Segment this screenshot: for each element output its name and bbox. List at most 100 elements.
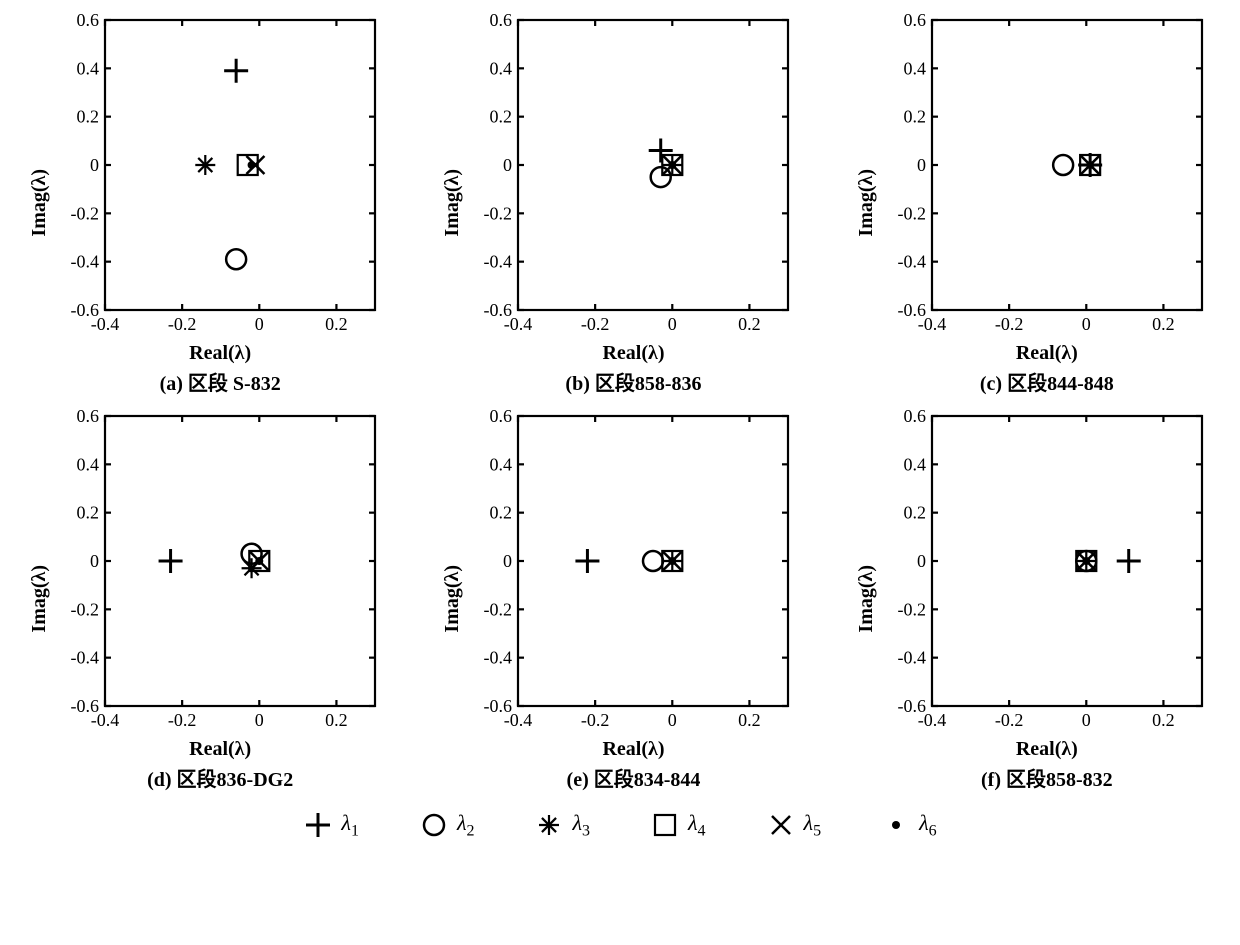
svg-text:-0.4: -0.4: [71, 648, 100, 668]
svg-text:-0.4: -0.4: [484, 648, 513, 668]
subplot-c: Imag(λ)-0.4-0.200.2-0.6-0.4-0.200.20.40.…: [837, 10, 1230, 396]
dot-icon: [881, 810, 911, 840]
svg-text:-0.2: -0.2: [581, 710, 610, 730]
legend-item-square: λ4: [650, 810, 706, 840]
svg-text:0.2: 0.2: [903, 107, 926, 127]
svg-text:-0.2: -0.2: [897, 203, 926, 223]
circle-icon: [419, 810, 449, 840]
x-axis-label: Real(λ): [189, 738, 251, 761]
svg-text:0.6: 0.6: [903, 10, 926, 30]
x-axis-label: Real(λ): [189, 342, 251, 365]
legend-item-star: λ3: [534, 810, 590, 840]
svg-text:-0.2: -0.2: [484, 203, 513, 223]
legend-label: λ3: [572, 810, 590, 840]
svg-text:-0.2: -0.2: [71, 599, 100, 619]
svg-text:0.4: 0.4: [490, 454, 513, 474]
svg-text:0.4: 0.4: [490, 58, 513, 78]
subplot-caption: (d) 区段836-DG2: [147, 763, 293, 792]
svg-text:0: 0: [255, 314, 264, 334]
subplot-grid: Imag(λ) -0.4 -0.2 0 0.2 -0.6 -0.4 -0.2 0 0.2 0.4 0.…: [10, 10, 1230, 792]
svg-text:-0.6: -0.6: [71, 300, 100, 320]
svg-text:0: 0: [1082, 314, 1091, 334]
svg-text:0.2: 0.2: [739, 710, 762, 730]
svg-text:0: 0: [503, 155, 512, 175]
y-axis-label: Imag(λ): [441, 169, 464, 237]
subplot-d: Imag(λ)-0.4-0.200.2-0.6-0.4-0.200.20.40.…: [10, 406, 403, 792]
scatter-plot: -0.4-0.200.2-0.6-0.4-0.200.20.40.6: [468, 10, 798, 340]
svg-text:-0.2: -0.2: [995, 314, 1024, 334]
svg-text:0.2: 0.2: [490, 107, 513, 127]
legend-label: λ2: [457, 810, 475, 840]
svg-text:-0.6: -0.6: [897, 696, 926, 716]
svg-text:-0.4: -0.4: [897, 252, 926, 272]
svg-text:-0.2: -0.2: [168, 314, 197, 334]
subplot-f: Imag(λ)-0.4-0.200.2-0.6-0.4-0.200.20.40.…: [837, 406, 1230, 792]
svg-text:0.2: 0.2: [903, 503, 926, 523]
svg-text:0.6: 0.6: [490, 406, 513, 426]
svg-text:0: 0: [90, 551, 99, 571]
svg-text:0: 0: [1082, 710, 1091, 730]
subplot-e: Imag(λ)-0.4-0.200.2-0.6-0.4-0.200.20.40.…: [423, 406, 816, 792]
svg-text:-0.2: -0.2: [168, 710, 197, 730]
svg-text:0.4: 0.4: [77, 454, 100, 474]
legend-item-circle: λ2: [419, 810, 475, 840]
svg-text:0.4: 0.4: [903, 58, 926, 78]
svg-text:0: 0: [503, 551, 512, 571]
x-axis-label: Real(λ): [1016, 342, 1078, 365]
svg-text:-0.2: -0.2: [995, 710, 1024, 730]
svg-text:0.4: 0.4: [903, 454, 926, 474]
x-axis-label: Real(λ): [602, 342, 664, 365]
svg-text:-0.6: -0.6: [484, 696, 513, 716]
svg-text:0.2: 0.2: [325, 314, 348, 334]
legend-label: λ1: [341, 810, 359, 840]
subplot-a: Imag(λ)-0.4-0.200.2-0.6-0.4-0.200.20.40.…: [10, 10, 403, 396]
y-axis-label: Imag(λ): [855, 565, 878, 633]
svg-text:0: 0: [255, 710, 264, 730]
x-axis-label: Real(λ): [602, 738, 664, 761]
svg-text:0.2: 0.2: [1152, 314, 1175, 334]
svg-text:0: 0: [668, 710, 677, 730]
svg-text:-0.4: -0.4: [484, 252, 513, 272]
y-axis-label: Imag(λ): [28, 169, 51, 237]
svg-text:-0.4: -0.4: [71, 252, 100, 272]
subplot-caption: (c) 区段844-848: [980, 367, 1114, 396]
svg-text:-0.6: -0.6: [484, 300, 513, 320]
svg-text:0.2: 0.2: [77, 503, 100, 523]
y-axis-label: Imag(λ): [28, 565, 51, 633]
y-axis-label: Imag(λ): [441, 565, 464, 633]
subplot-caption: (e) 区段834-844: [567, 763, 701, 792]
square-icon: [650, 810, 680, 840]
svg-text:0.2: 0.2: [490, 503, 513, 523]
svg-text:0.6: 0.6: [77, 10, 100, 30]
scatter-plot: -0.4-0.200.2-0.6-0.4-0.200.20.40.6: [468, 406, 798, 736]
svg-text:0.6: 0.6: [490, 10, 513, 30]
svg-text:-0.2: -0.2: [581, 314, 610, 334]
svg-text:0.6: 0.6: [903, 406, 926, 426]
y-axis-label: Imag(λ): [855, 169, 878, 237]
star-icon: [534, 810, 564, 840]
scatter-plot: -0.4-0.200.2-0.6-0.4-0.200.20.40.6: [882, 406, 1212, 736]
svg-text:0: 0: [668, 314, 677, 334]
scatter-plot: -0.4-0.200.2-0.6-0.4-0.200.20.40.6: [882, 10, 1212, 340]
plus-icon: [303, 810, 333, 840]
legend-item-plus: λ1: [303, 810, 359, 840]
subplot-caption: (f) 区段858-832: [981, 763, 1113, 792]
legend-label: λ5: [804, 810, 822, 840]
svg-text:0.6: 0.6: [77, 406, 100, 426]
svg-text:-0.2: -0.2: [484, 599, 513, 619]
svg-text:0.2: 0.2: [77, 107, 100, 127]
x-axis-label: Real(λ): [1016, 738, 1078, 761]
x-icon: [766, 810, 796, 840]
svg-text:0.2: 0.2: [1152, 710, 1175, 730]
svg-text:0.4: 0.4: [77, 58, 100, 78]
legend-label: λ6: [919, 810, 937, 840]
svg-text:-0.2: -0.2: [897, 599, 926, 619]
legend-item-dot: λ6: [881, 810, 937, 840]
subplot-caption: (b) 区段858-836: [565, 367, 701, 396]
legend: λ1 λ2 λ3 λ4 λ5 λ6: [10, 810, 1230, 840]
legend-item-x: λ5: [766, 810, 822, 840]
svg-text:-0.4: -0.4: [897, 648, 926, 668]
legend-label: λ4: [688, 810, 706, 840]
svg-text:0: 0: [90, 155, 99, 175]
subplot-caption: (a) 区段 S-832: [160, 367, 281, 396]
